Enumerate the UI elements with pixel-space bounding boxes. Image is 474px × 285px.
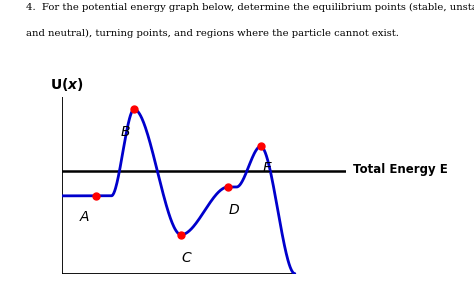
Text: 4.  For the potential energy graph below, determine the equilibrium points (stab: 4. For the potential energy graph below,… bbox=[26, 3, 474, 12]
Text: $x$: $x$ bbox=[352, 284, 363, 285]
Text: and neutral), turning points, and regions where the particle cannot exist.: and neutral), turning points, and region… bbox=[26, 28, 399, 38]
Text: $\mathit{E}$: $\mathit{E}$ bbox=[263, 160, 273, 174]
Text: $\mathit{B}$: $\mathit{B}$ bbox=[120, 125, 131, 139]
Text: $\mathit{D}$: $\mathit{D}$ bbox=[228, 203, 240, 217]
Text: $\mathit{C}$: $\mathit{C}$ bbox=[181, 251, 192, 265]
Text: $\mathit{A}$: $\mathit{A}$ bbox=[79, 210, 90, 224]
Text: $\mathbf{U}\boldsymbol{(x)}$: $\mathbf{U}\boldsymbol{(x)}$ bbox=[50, 76, 84, 93]
Text: Total Energy E: Total Energy E bbox=[353, 163, 448, 176]
